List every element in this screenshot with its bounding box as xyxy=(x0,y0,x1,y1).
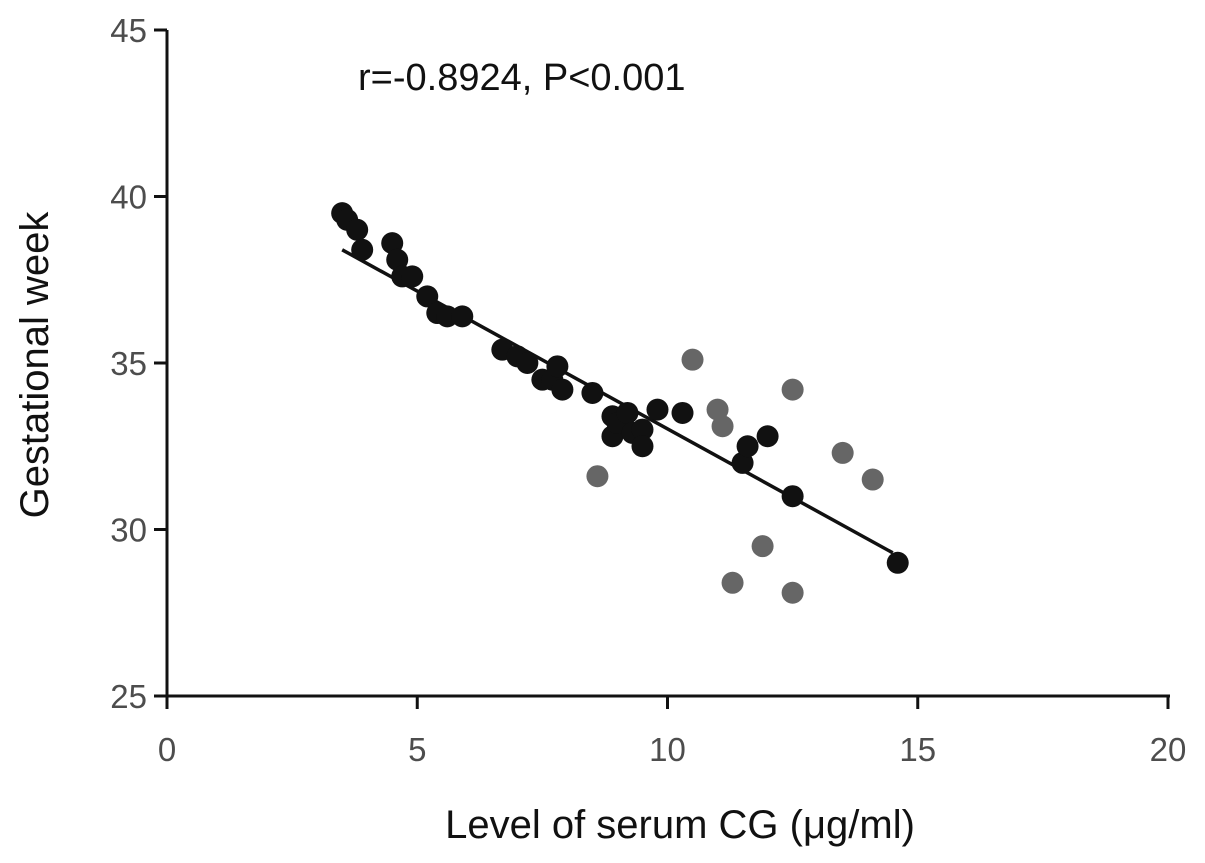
y-tick-label: 30 xyxy=(110,512,147,549)
data-point xyxy=(756,425,779,448)
data-point xyxy=(416,285,439,308)
y-ticks: 25 30 35 40 45 xyxy=(110,12,167,715)
y-tick-label: 40 xyxy=(110,179,147,216)
data-point xyxy=(386,248,409,271)
data-point xyxy=(671,401,694,424)
data-point xyxy=(546,355,569,378)
data-points xyxy=(331,202,909,604)
data-point xyxy=(616,401,639,424)
outlier-point xyxy=(711,415,734,438)
outlier-point xyxy=(781,581,804,604)
outlier-point xyxy=(751,535,774,558)
x-tick-label: 5 xyxy=(408,731,426,768)
data-point xyxy=(736,435,759,458)
x-tick-label: 15 xyxy=(899,731,936,768)
data-point xyxy=(401,265,424,288)
outlier-point xyxy=(586,465,609,488)
x-tick-label: 20 xyxy=(1150,731,1187,768)
data-point xyxy=(551,378,574,401)
data-point xyxy=(631,418,654,441)
y-tick-label: 45 xyxy=(110,12,147,49)
outlier-point xyxy=(706,398,729,421)
x-tick-label: 0 xyxy=(158,731,176,768)
data-point xyxy=(516,352,539,374)
data-point xyxy=(381,232,404,255)
x-axis-title: Level of serum CG (μg/ml) xyxy=(445,803,915,847)
y-axis-title: Gestational week xyxy=(13,211,57,519)
axes: 0 5 10 15 20 25 30 35 40 45 xyxy=(110,12,1186,768)
y-tick-label: 25 xyxy=(110,678,147,715)
correlation-annotation: r=-0.8924, P<0.001 xyxy=(358,57,685,99)
data-point xyxy=(351,238,374,261)
outlier-point xyxy=(721,571,744,594)
data-point xyxy=(451,305,474,328)
outlier-point xyxy=(781,378,804,401)
x-ticks: 0 5 10 15 20 xyxy=(158,696,1187,768)
y-tick-label: 35 xyxy=(110,345,147,382)
data-point xyxy=(886,551,909,574)
data-point xyxy=(346,218,369,241)
x-tick-label: 10 xyxy=(649,731,686,768)
data-point xyxy=(781,485,804,508)
outlier-point xyxy=(831,441,854,464)
data-point xyxy=(581,381,604,404)
data-point xyxy=(631,435,654,458)
data-point xyxy=(646,398,669,421)
outlier-point xyxy=(861,468,884,491)
outlier-point xyxy=(681,348,704,371)
data-point xyxy=(731,451,754,474)
